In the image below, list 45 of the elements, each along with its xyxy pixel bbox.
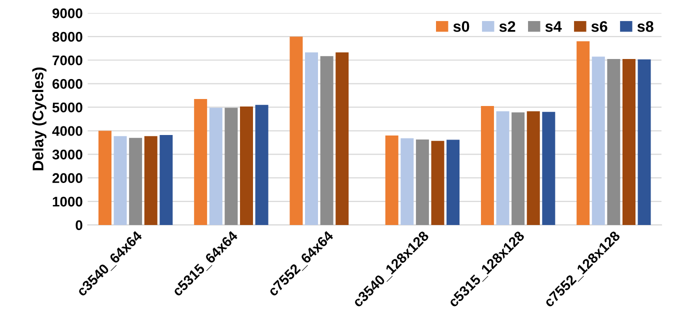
- bar: [336, 52, 349, 225]
- y-tick-label: 8000: [52, 32, 82, 42]
- legend-label: s8: [637, 21, 654, 32]
- bar: [607, 58, 620, 225]
- bar: [240, 106, 253, 225]
- bar: [480, 106, 494, 225]
- y-tick-label: 1000: [52, 196, 82, 207]
- y-tick-label: 6000: [52, 79, 82, 89]
- bar: [129, 138, 142, 225]
- bar: [526, 111, 540, 225]
- bar: [305, 52, 318, 225]
- bar: [224, 108, 238, 225]
- y-tick-label: 5000: [52, 102, 82, 112]
- bar: [320, 56, 334, 225]
- legend-label: s2: [499, 21, 516, 32]
- bar: [496, 111, 510, 225]
- bar: [542, 112, 556, 225]
- bar: [290, 36, 303, 225]
- bar: [592, 56, 605, 225]
- y-tick-label: 2000: [52, 173, 82, 184]
- bar: [98, 130, 112, 225]
- y-tick-label: 3000: [52, 150, 82, 160]
- bar: [194, 98, 208, 225]
- bar: [385, 135, 398, 225]
- legend-label: s0: [453, 21, 470, 32]
- legend-label: s4: [545, 21, 562, 32]
- y-axis-title: Delay (Cycles): [32, 68, 46, 170]
- bar: [446, 140, 460, 225]
- bar: [255, 104, 268, 225]
- bar: [209, 108, 222, 225]
- y-tick-label: 7000: [52, 55, 82, 66]
- bar: [160, 135, 173, 225]
- bar: [416, 139, 429, 225]
- bar: [622, 58, 636, 225]
- y-tick-label: 4000: [52, 126, 82, 136]
- bar: [400, 138, 414, 225]
- bar: [638, 59, 651, 225]
- bar: [576, 41, 590, 225]
- legend-label: s6: [591, 21, 608, 32]
- y-tick-label: 9000: [52, 8, 82, 18]
- bar: [431, 140, 444, 225]
- y-tick-label: 0: [76, 220, 82, 230]
- bar: [144, 136, 158, 225]
- bar: [512, 112, 525, 225]
- bar: [114, 136, 127, 225]
